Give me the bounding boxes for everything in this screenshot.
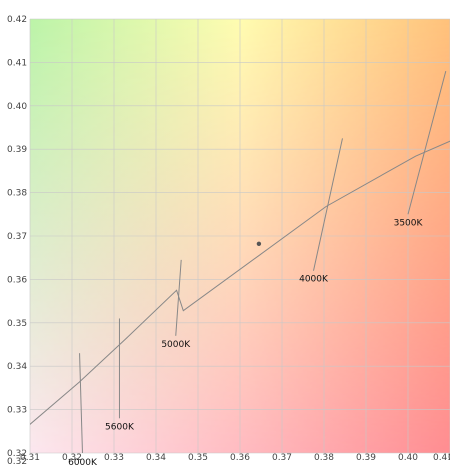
x-tick-label: 0.32 [62,453,82,463]
y-tick-label: 0.39 [7,145,27,155]
cct-label: 6000K [68,458,98,468]
cct-label: 5600K [105,422,135,432]
data-point [256,241,262,247]
gridlines [29,18,450,454]
y-tick-label: 0.34 [7,362,27,372]
y-tick-label: 0.32 [7,457,27,467]
x-tick-label: 0.40 [398,453,418,463]
x-tick-label: 0.37 [272,453,292,463]
isotherm-lines [79,70,447,453]
x-tick-label: 0.35 [188,453,208,463]
x-tick-label: 0.31 [20,453,40,463]
cct-label: 4000K [299,275,329,285]
isotherm-line [79,353,83,453]
y-tick-label: 0.42 [7,15,27,25]
cct-label: 3500K [394,218,424,228]
x-axis-ticks: 0.31 0.32 0.33 0.34 0.35 0.36 0.37 0.38 0.39 0.40… [20,453,450,463]
x-tick-label: 0.39 [356,453,376,463]
isotherm-line [407,70,447,215]
y-tick-label: 0.36 [7,275,27,285]
y-tick-label: 0.40 [7,102,27,112]
x-tick-label: 0.41 [433,453,450,463]
cct-label: 5000K [161,340,191,350]
y-tick-label: 0.38 [7,189,27,199]
y-tick-label: 0.33 [7,406,27,416]
isotherm-line [175,259,182,336]
x-tick-label: 0.34 [146,453,166,463]
planckian-locus-line [30,140,450,425]
cct-labels: 6000K5600K5000K4000K3500K320 [68,218,424,468]
isotherm-line [313,138,343,271]
y-tick-label: 0.41 [7,58,27,68]
y-axis-ticks: 0.32 0.33 0.34 0.35 0.36 0.37 0.38 0.39 0.40 0.41… [7,15,27,467]
x-tick-label: 0.36 [230,453,250,463]
x-tick-label: 0.38 [314,453,334,463]
y-tick-label: 0.37 [7,232,27,242]
y-tick-label: 0.32 [7,449,27,459]
data-points [256,241,262,247]
y-tick-label: 0.35 [7,319,27,329]
x-tick-label: 0.33 [104,453,124,463]
x-tick-label: 0.41 [448,453,450,463]
